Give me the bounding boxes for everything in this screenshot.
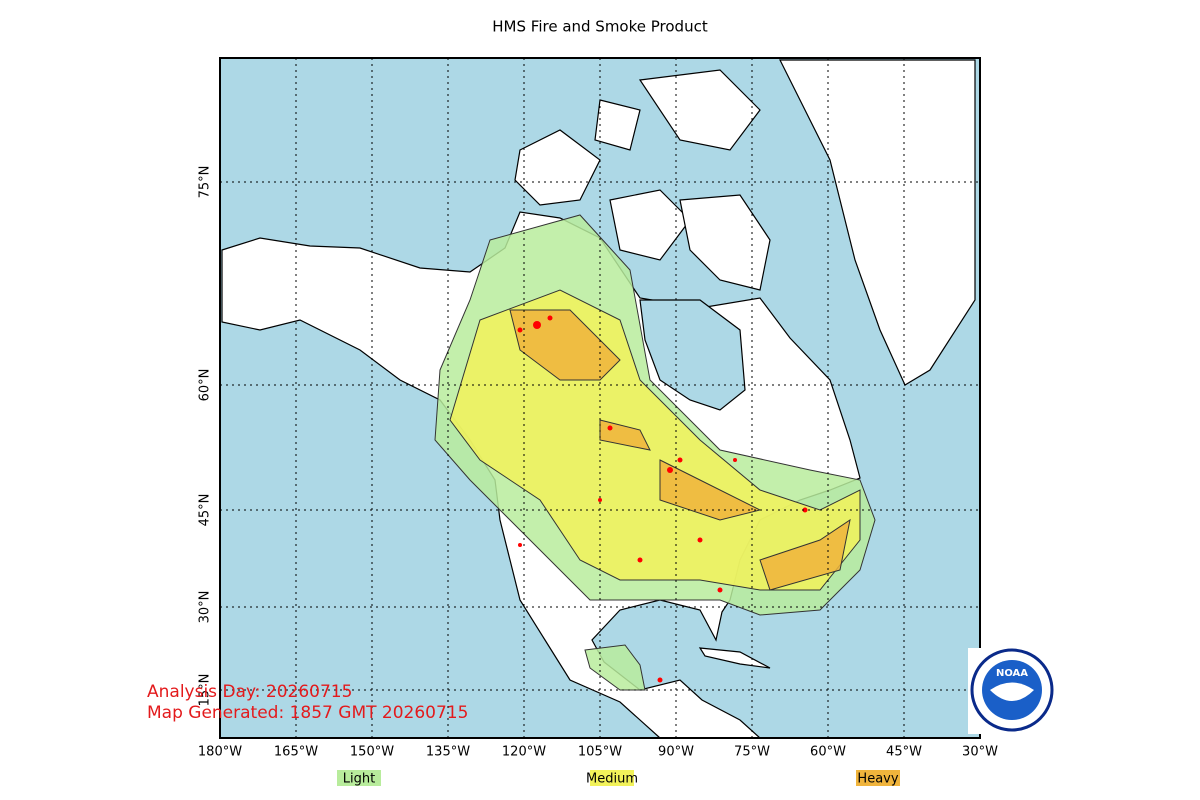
longitude-label: 165°W [274,745,318,760]
map-generated: Map Generated: 1857 GMT 20260715 [147,703,468,723]
fire [717,587,723,593]
fire [667,467,673,473]
logo-gull [990,682,1034,701]
longitude-label: 45°W [886,745,922,760]
longitude-label: 180°W [198,745,242,760]
cuba [698,647,771,669]
longitude-label: 60°W [810,745,846,760]
title: HMS Fire and Smoke Product [492,18,708,36]
legend-swatch [337,770,381,786]
longitude-label: 105°W [578,745,622,760]
fire [802,507,808,513]
fire-points [517,315,808,683]
legend-label: Light [343,772,375,787]
latitude-label: 75°N [198,166,213,199]
fire [518,543,522,547]
fire [533,321,541,329]
fire [637,557,643,563]
logo-text: NOAA [996,668,1028,679]
legend-label: Heavy [857,772,898,787]
hudson-bay [639,299,746,411]
legend: Light Medium Heavy [337,770,900,787]
fire [607,425,613,431]
legend-label: Medium [586,772,638,787]
latitude-label: 60°N [198,369,213,402]
longitude-label: 120°W [502,745,546,760]
fire [677,457,683,463]
smoke-heavy [659,459,762,521]
fire [598,498,602,502]
longitude-label: 135°W [426,745,470,760]
longitude-label: 90°W [658,745,694,760]
fire [733,458,737,462]
graticule [220,58,980,738]
smoke-heavy [599,419,651,451]
fire [697,537,703,543]
fire [657,677,663,683]
arctic-island [638,69,761,151]
map-area [219,57,981,739]
smoke-heavy [759,518,851,591]
analysis-day: Analysis Day: 20260715 [147,682,352,702]
legend-swatch [856,770,900,786]
latitude-label: 30°N [198,591,213,624]
arctic-island [514,129,601,206]
fire [517,327,523,333]
arctic-island [679,194,771,291]
axis-labels: 180°W 165°W 150°W 135°W 120°W 105°W 90°W 75°W 60… [198,166,999,760]
latitude-label: 15°N [198,674,213,707]
smoke-light [584,644,646,691]
noaa-logo: NOAA [968,648,1058,734]
longitude-label: 150°W [350,745,394,760]
map-frame [219,57,981,739]
longitude-label: 30°W [962,745,998,760]
longitude-label: 75°W [734,745,770,760]
greenland [779,59,976,386]
arctic-island [594,99,641,151]
arctic-island [609,189,691,261]
fire [547,315,553,321]
latitude-label: 45°N [198,494,213,527]
legend-swatch [590,770,634,786]
